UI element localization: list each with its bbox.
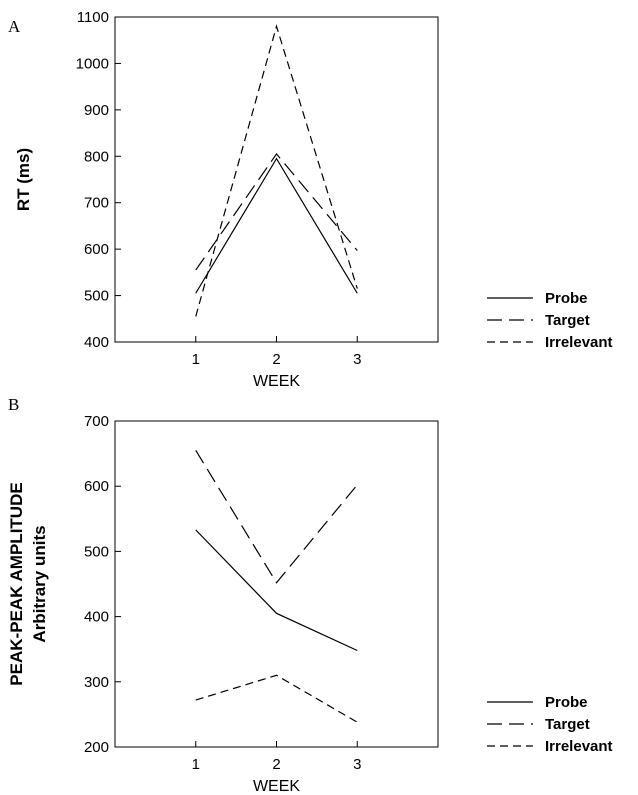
y-tick-label: 400 <box>84 609 109 626</box>
x-tick-label: 1 <box>192 756 200 773</box>
x-tick-label: 1 <box>192 351 200 368</box>
y-tick-label: 300 <box>84 674 109 691</box>
y-tick-label: 700 <box>84 413 109 430</box>
y-tick-label: 800 <box>84 148 109 165</box>
y-tick-label: 200 <box>84 739 109 756</box>
y-axis-sublabel: Arbitrary units <box>30 525 49 642</box>
y-tick-label: 600 <box>84 478 109 495</box>
series-line-probe <box>195 529 358 652</box>
y-tick-label: 1000 <box>76 55 109 72</box>
y-tick-label: 500 <box>84 288 109 305</box>
series-line-irrelevant <box>195 674 358 723</box>
legend-label-target: Target <box>545 716 590 733</box>
legend-label-probe: Probe <box>545 290 588 307</box>
y-axis-label: PEAK-PEAK AMPLITUDE <box>7 482 26 685</box>
y-tick-label: 600 <box>84 241 109 258</box>
x-tick-label: 2 <box>272 351 280 368</box>
y-tick-label: 700 <box>84 195 109 212</box>
x-tick-label: 3 <box>353 351 361 368</box>
plot-frame <box>114 16 439 343</box>
legend-label-target: Target <box>545 312 590 329</box>
chart-panel-a: A 400 500 600 700 800 900 1000 1100 1 2 3 WEEK RT (ms… <box>8 9 613 390</box>
plot-frame <box>114 420 439 748</box>
legend-label-irrelevant: Irrelevant <box>545 738 613 755</box>
chart-panel-b: B 200 300 400 500 600 700 1 2 3 WEEK PEAK-PEAK AMPL… <box>7 395 613 795</box>
y-axis-label: RT (ms) <box>14 148 33 211</box>
panel-label: B <box>8 395 19 414</box>
x-tick-label: 3 <box>353 756 361 773</box>
y-tick-label: 500 <box>84 543 109 560</box>
series-line-probe <box>195 157 358 294</box>
panel-label: A <box>8 17 21 36</box>
series-line-target <box>195 450 358 584</box>
legend: Probe Target Irrelevant <box>487 290 613 351</box>
y-tick-label: 400 <box>84 334 109 351</box>
legend-label-irrelevant: Irrelevant <box>545 334 613 351</box>
x-tick-label: 2 <box>272 756 280 773</box>
y-tick-label: 900 <box>84 102 109 119</box>
series-line-target <box>195 152 358 271</box>
x-axis-label: WEEK <box>253 778 300 795</box>
series-line-irrelevant <box>195 24 358 317</box>
y-tick-label: 1100 <box>77 9 109 26</box>
x-axis-label: WEEK <box>253 373 300 390</box>
legend-label-probe: Probe <box>545 694 588 711</box>
legend: Probe Target Irrelevant <box>487 694 613 755</box>
